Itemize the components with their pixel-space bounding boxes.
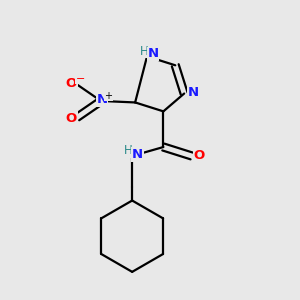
Text: N: N bbox=[188, 86, 199, 99]
Text: O: O bbox=[66, 76, 77, 90]
Text: N: N bbox=[147, 47, 158, 61]
Text: H: H bbox=[124, 144, 133, 157]
Text: N: N bbox=[96, 93, 107, 106]
Text: H: H bbox=[140, 44, 148, 58]
Text: −: − bbox=[76, 74, 85, 84]
Text: N: N bbox=[132, 148, 143, 161]
Text: O: O bbox=[194, 148, 205, 162]
Text: O: O bbox=[66, 112, 77, 125]
Text: +: + bbox=[104, 91, 112, 100]
